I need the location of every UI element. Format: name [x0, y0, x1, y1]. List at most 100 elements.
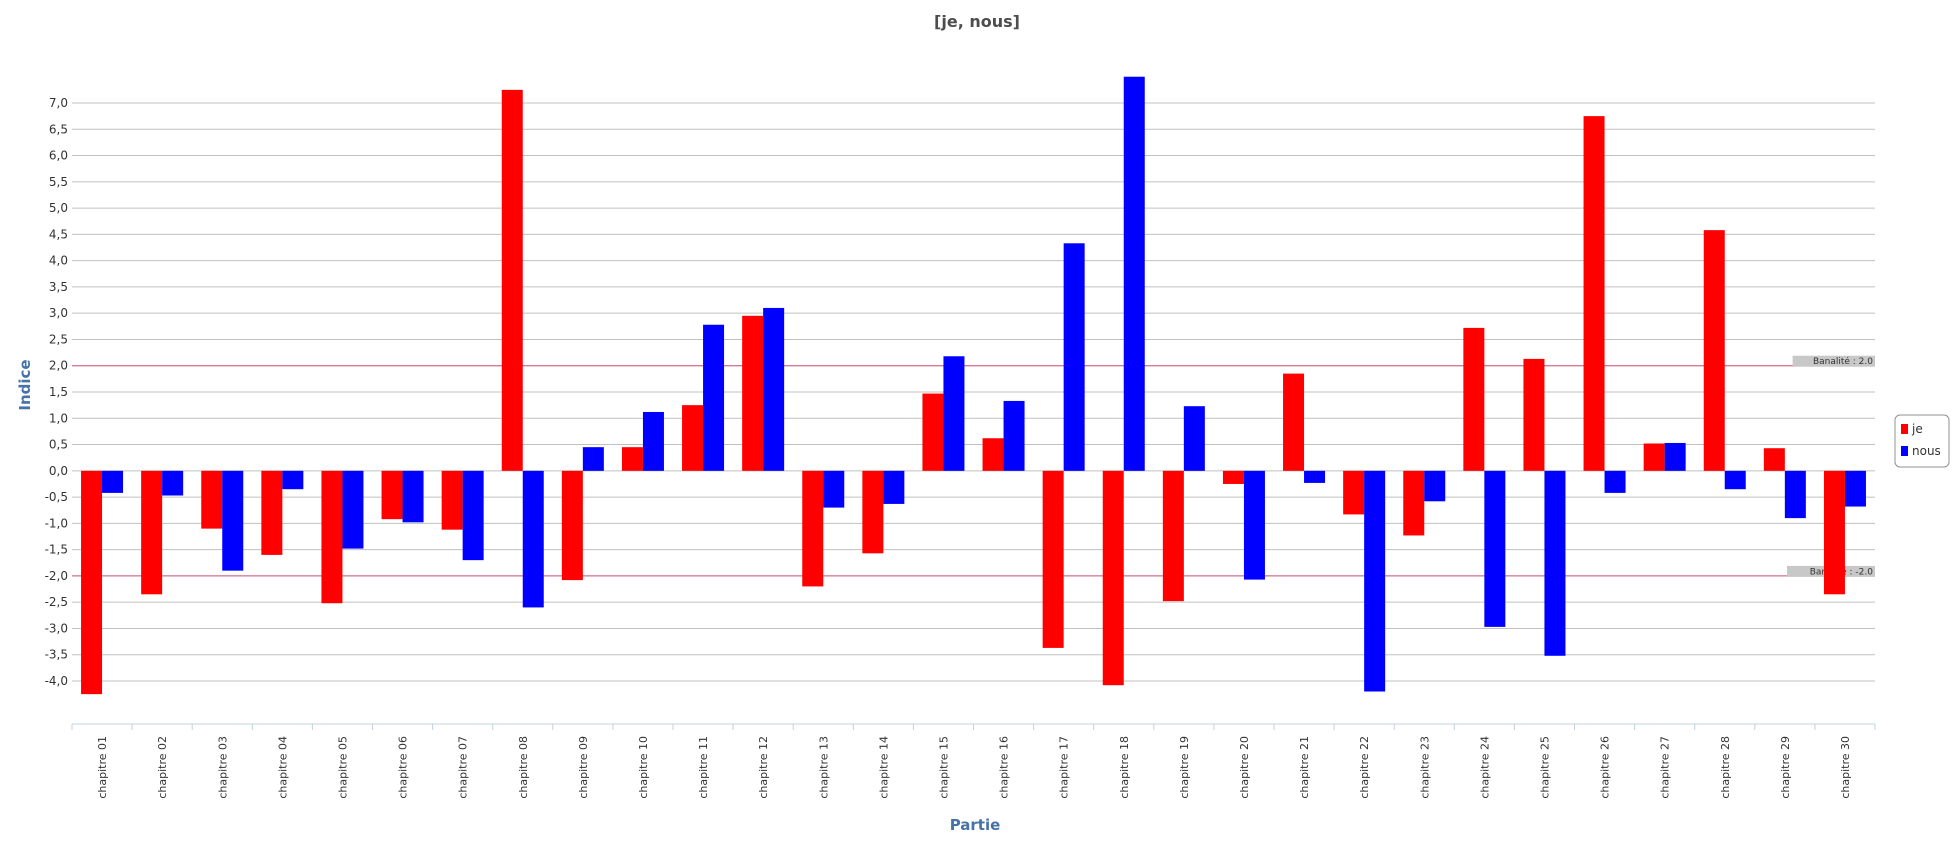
x-tick-label: chapitre 15	[937, 736, 950, 799]
legend-label-nous[interactable]: nous	[1912, 444, 1941, 458]
x-axis-title: Partie	[950, 816, 1001, 834]
y-tick-label: -1,0	[45, 516, 68, 530]
bar-nous-8[interactable]	[522, 470, 544, 608]
legend-swatch-nous[interactable]	[1901, 446, 1908, 456]
x-tick-label: chapitre 26	[1599, 736, 1612, 799]
x-tick-label: chapitre 13	[817, 736, 830, 799]
bar-je-22[interactable]	[1343, 470, 1365, 515]
bar-je-7[interactable]	[441, 470, 463, 530]
y-tick-label: 3,5	[49, 280, 68, 294]
bar-je-14[interactable]	[862, 470, 884, 554]
bar-nous-22[interactable]	[1364, 470, 1386, 692]
x-tick-label: chapitre 28	[1719, 736, 1732, 799]
x-tick-label: chapitre 19	[1178, 736, 1191, 799]
bar-nous-19[interactable]	[1183, 406, 1205, 471]
y-tick-label: 2,0	[49, 359, 68, 373]
legend-swatch-je[interactable]	[1901, 424, 1908, 434]
bar-nous-11[interactable]	[703, 324, 725, 471]
bar-nous-27[interactable]	[1664, 442, 1686, 471]
legend[interactable]: je nous	[1894, 414, 1950, 468]
bar-je-6[interactable]	[381, 470, 403, 520]
x-axis: chapitre 01 chapitre 02 chapitre 03 chapitr…	[71, 723, 1876, 799]
x-tick-label: chapitre 24	[1478, 736, 1491, 799]
bar-je-18[interactable]	[1102, 470, 1124, 686]
y-tick-label: 1,0	[49, 411, 68, 425]
x-tick-label: chapitre 29	[1779, 736, 1792, 799]
bar-nous-14[interactable]	[883, 470, 905, 504]
bars	[81, 76, 1866, 695]
y-tick-label: -4,0	[45, 674, 68, 688]
bar-nous-20[interactable]	[1243, 470, 1265, 580]
bar-je-8[interactable]	[501, 89, 523, 471]
bar-nous-12[interactable]	[763, 307, 785, 471]
bar-je-1[interactable]	[81, 470, 103, 695]
bar-nous-7[interactable]	[462, 470, 484, 561]
x-tick-label: chapitre 01	[96, 736, 109, 799]
bar-nous-15[interactable]	[943, 356, 965, 471]
legend-label-je[interactable]: je	[1911, 422, 1923, 436]
bar-nous-10[interactable]	[642, 411, 664, 471]
y-tick-label: 7,0	[49, 96, 68, 110]
bar-je-13[interactable]	[802, 470, 824, 587]
bar-nous-30[interactable]	[1844, 470, 1866, 507]
y-tick-label: 1,5	[49, 385, 68, 399]
bar-nous-26[interactable]	[1604, 470, 1626, 493]
bar-je-30[interactable]	[1823, 470, 1845, 595]
bar-nous-16[interactable]	[1003, 400, 1025, 471]
x-tick-label: chapitre 06	[397, 736, 410, 799]
y-tick-label: -0,5	[45, 490, 68, 504]
bar-je-16[interactable]	[982, 438, 1004, 471]
bar-nous-21[interactable]	[1304, 470, 1326, 483]
bar-je-20[interactable]	[1222, 470, 1244, 484]
plot-line-label-bg	[1792, 355, 1875, 367]
bar-nous-1[interactable]	[102, 470, 124, 493]
bar-je-17[interactable]	[1042, 470, 1064, 648]
bar-nous-3[interactable]	[222, 470, 244, 571]
bar-je-11[interactable]	[682, 405, 704, 471]
y-tick-label: 2,5	[49, 332, 68, 346]
bar-je-15[interactable]	[922, 393, 944, 471]
bar-je-21[interactable]	[1283, 373, 1305, 471]
bar-nous-9[interactable]	[582, 447, 604, 471]
x-tick-label: chapitre 18	[1118, 736, 1131, 799]
bar-je-23[interactable]	[1403, 470, 1425, 536]
bar-je-27[interactable]	[1643, 443, 1665, 471]
bar-je-4[interactable]	[261, 470, 283, 555]
y-tick-label: -1,5	[45, 543, 68, 557]
bar-je-19[interactable]	[1162, 470, 1184, 602]
bar-nous-28[interactable]	[1724, 470, 1746, 490]
bar-nous-5[interactable]	[342, 470, 364, 549]
bar-je-3[interactable]	[201, 470, 223, 529]
bar-je-28[interactable]	[1703, 230, 1725, 471]
y-tick-label: 6,0	[49, 149, 68, 163]
y-axis-ticks: 7,0 6,5 6,0 5,5 5,0 4,5 4,0 3,5 3,0 2,5 2,0 1,5 1,0 0…	[45, 96, 68, 688]
x-tick-label: chapitre 12	[757, 736, 770, 799]
bar-nous-13[interactable]	[823, 470, 845, 508]
y-tick-label: 4,5	[49, 227, 68, 241]
bar-je-9[interactable]	[561, 470, 583, 581]
bar-nous-4[interactable]	[282, 470, 304, 490]
y-tick-label: -3,0	[45, 621, 68, 635]
x-tick-label: chapitre 30	[1839, 736, 1852, 799]
bar-nous-17[interactable]	[1063, 243, 1085, 471]
bar-je-24[interactable]	[1463, 327, 1485, 471]
bar-nous-2[interactable]	[162, 470, 184, 496]
bar-nous-18[interactable]	[1123, 76, 1145, 471]
bar-je-25[interactable]	[1523, 358, 1545, 471]
bar-nous-29[interactable]	[1784, 470, 1806, 519]
x-tick-label: chapitre 27	[1659, 736, 1672, 799]
y-tick-label: 4,0	[49, 254, 68, 268]
bar-je-29[interactable]	[1763, 448, 1785, 471]
y-tick-label: -2,0	[45, 569, 68, 583]
bar-je-10[interactable]	[621, 447, 643, 471]
bar-je-5[interactable]	[321, 470, 343, 604]
bar-je-12[interactable]	[742, 315, 764, 471]
bar-nous-23[interactable]	[1424, 470, 1446, 502]
bar-nous-6[interactable]	[402, 470, 424, 523]
legend-box	[1894, 414, 1950, 468]
bar-nous-25[interactable]	[1544, 470, 1566, 656]
y-tick-label: -3,5	[45, 648, 68, 662]
bar-nous-24[interactable]	[1484, 470, 1506, 627]
bar-je-26[interactable]	[1583, 116, 1605, 471]
bar-je-2[interactable]	[141, 470, 163, 595]
